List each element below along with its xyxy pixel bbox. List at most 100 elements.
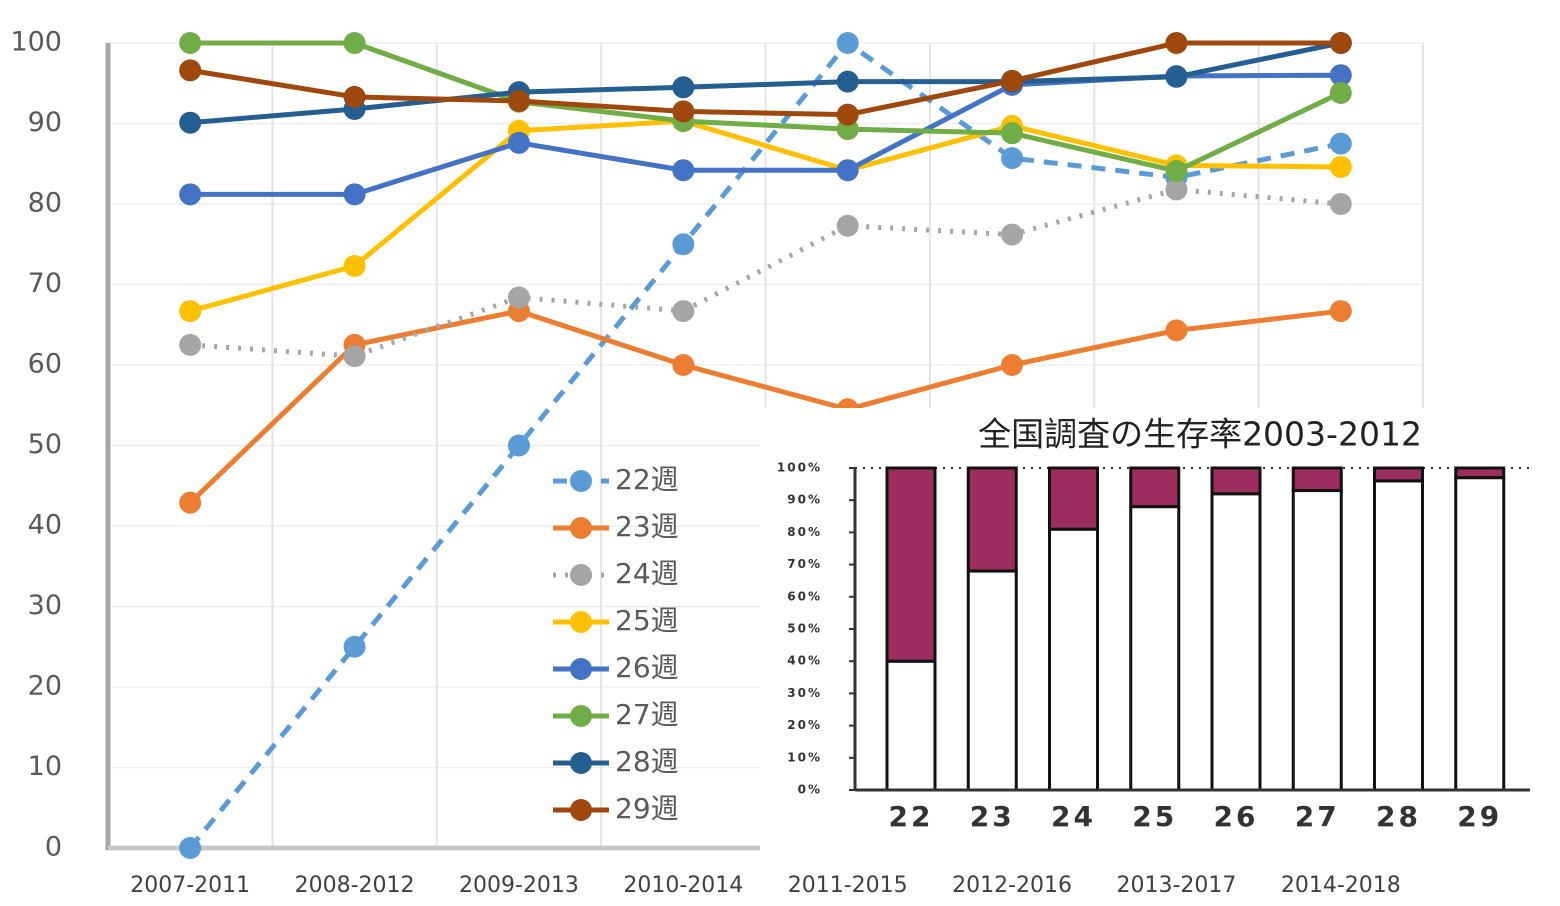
inset-chart: 全国調査の生存率2003-2012 0% 10% 20% 30% 40% 50% 60% 70… [760, 408, 1550, 853]
y-tick-label: 0 [45, 832, 62, 863]
legend-label: 28週 [615, 745, 679, 778]
point [1001, 69, 1024, 92]
x-tick-label: 25 [1132, 800, 1177, 833]
bar-segment [1129, 505, 1181, 792]
legend-marker [570, 705, 592, 727]
x-tick-label: 2010-2014 [623, 873, 743, 898]
bar-segment [1048, 527, 1099, 792]
point [343, 85, 366, 108]
point [1329, 64, 1352, 87]
legend-marker [570, 799, 592, 821]
y-tick-label: 40 [28, 510, 62, 541]
point [1001, 223, 1024, 246]
x-tick-label: 26 [1214, 800, 1259, 833]
point [1329, 32, 1352, 54]
legend-label: 26週 [615, 651, 679, 684]
legend-label: 24週 [615, 557, 679, 590]
point [1165, 32, 1188, 54]
point [1329, 81, 1352, 104]
legend-label: 22週 [615, 463, 679, 496]
bar-segment [1048, 466, 1099, 531]
x-tick-label: 29 [1457, 800, 1502, 833]
series-line [188, 39, 1342, 850]
y-tick-label: 80% [787, 525, 822, 539]
point [1329, 300, 1352, 323]
point [836, 214, 859, 237]
bar-segment [885, 466, 937, 663]
point [672, 100, 695, 123]
y-tick-label: 10% [787, 750, 822, 764]
series-line [188, 308, 1342, 505]
legend-label: 27週 [615, 698, 679, 731]
bar-segment [966, 466, 1018, 573]
x-tick-label: 28 [1376, 800, 1421, 833]
point [672, 159, 695, 182]
series-line [189, 40, 1341, 118]
point [343, 635, 366, 658]
point [672, 76, 695, 99]
point [672, 233, 695, 256]
series-line [190, 40, 1342, 174]
legend-marker [570, 658, 592, 680]
inset-title: 全国調査の生存率2003-2012 [978, 415, 1422, 454]
legend-marker [570, 470, 592, 492]
point [1001, 122, 1024, 145]
y-tick-label: 40% [787, 654, 822, 668]
y-tick-label: 30 [28, 590, 62, 621]
x-tick-label: 2009-2013 [459, 873, 579, 898]
point [836, 159, 859, 182]
point [179, 837, 202, 859]
x-tick-label: 2007-2011 [130, 873, 250, 898]
y-tick-label: 60% [787, 589, 822, 603]
y-tick-label: 70 [28, 268, 62, 299]
point [179, 300, 202, 323]
point [1001, 147, 1024, 170]
y-tick-label: 30% [787, 686, 822, 700]
point [343, 254, 366, 277]
legend-marker [570, 564, 592, 586]
legend-label: 29週 [615, 792, 679, 825]
point [179, 32, 202, 54]
y-tick-label: 50 [28, 429, 62, 460]
bar-segment [1291, 466, 1343, 493]
point [836, 32, 859, 54]
point [1329, 193, 1352, 215]
bar-segment [1454, 466, 1506, 480]
legend-marker [570, 752, 592, 774]
y-tick-label: 90% [787, 493, 822, 507]
x-tick-label: 2008-2012 [295, 873, 415, 898]
point [1329, 155, 1352, 178]
y-tick-label: 90 [28, 107, 62, 138]
point [1329, 132, 1352, 155]
x-tick-label: 2013-2017 [1116, 873, 1236, 898]
bar-segment [1210, 466, 1262, 496]
series-line [190, 186, 1342, 359]
bar-segment [1210, 492, 1262, 792]
point [672, 300, 695, 323]
point [507, 131, 530, 154]
point [836, 70, 859, 93]
point [1165, 159, 1188, 182]
point [179, 491, 202, 514]
legend-marker [570, 517, 592, 539]
y-tick-label: 20% [787, 718, 822, 732]
y-tick-label: 70% [787, 557, 822, 571]
bar-segment [1373, 479, 1424, 792]
x-tick-label: 24 [1051, 800, 1096, 833]
y-tick-label: 0% [798, 783, 822, 797]
y-tick-label: 100% [777, 461, 822, 475]
x-tick-label: 2012-2016 [952, 873, 1072, 898]
y-tick-label: 50% [787, 622, 822, 636]
point [179, 333, 202, 356]
y-tick-label: 60 [28, 349, 62, 380]
bar-segment [1373, 466, 1424, 483]
bar-segment [1291, 489, 1343, 792]
point [507, 89, 530, 112]
legend-marker [570, 611, 592, 633]
legend-label: 25週 [615, 604, 679, 637]
point [343, 32, 366, 54]
point [1165, 65, 1188, 88]
y-tick-label: 10 [28, 751, 62, 782]
bar-segment [1454, 476, 1506, 792]
